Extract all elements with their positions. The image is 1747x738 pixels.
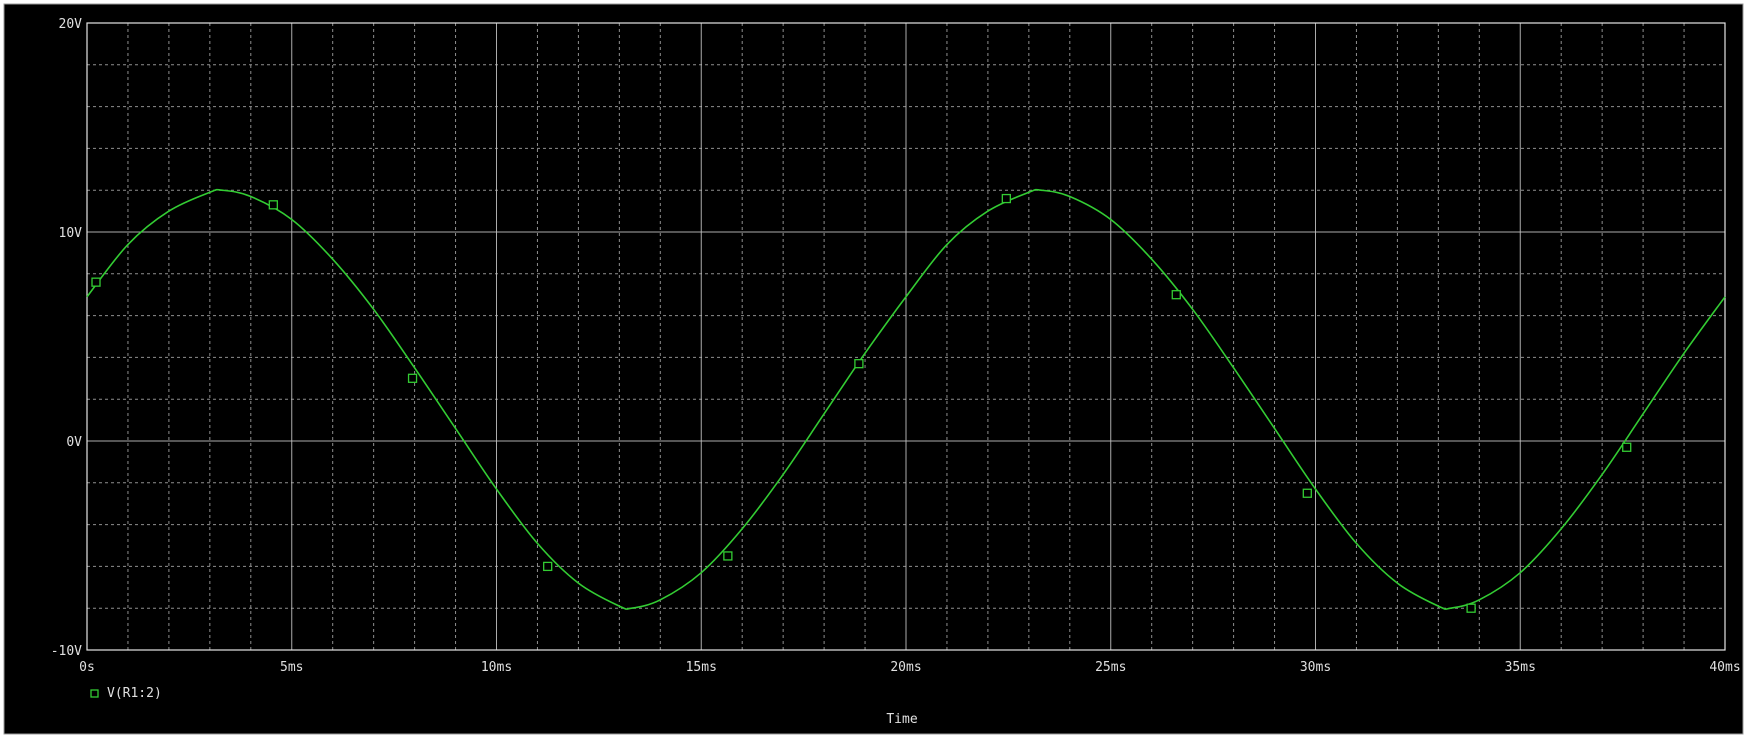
trace-marker: [1466, 603, 1476, 613]
trace-marker: [268, 200, 278, 210]
x-tick-label: 10ms: [481, 660, 512, 675]
x-tick-label: 20ms: [890, 660, 921, 675]
y-tick-label: 0V: [66, 435, 82, 450]
legend[interactable]: V(R1:2): [90, 686, 162, 701]
trace-marker: [1302, 488, 1312, 498]
trace-marker: [723, 551, 733, 561]
x-axis-label: Time: [886, 712, 917, 727]
x-tick-label: 35ms: [1505, 660, 1536, 675]
trace-marker: [91, 277, 101, 287]
x-tick-label: 25ms: [1095, 660, 1126, 675]
legend-label: V(R1:2): [107, 686, 162, 701]
trace-marker: [407, 373, 418, 383]
y-tick-label: -10V: [51, 644, 82, 659]
chart-background: [3, 3, 1744, 735]
x-tick-label: 40ms: [1709, 660, 1740, 675]
trace-marker: [854, 359, 864, 369]
grid: [86, 22, 1726, 651]
y-tick-label: 10V: [59, 226, 83, 241]
tick-labels: 0s 5ms 10ms 15ms 20ms 25ms 30ms 35ms 40ms -10V 0V 1…: [51, 17, 1741, 675]
y-tick-label: 20V: [59, 17, 83, 32]
x-tick-label: 15ms: [686, 660, 717, 675]
trace-markers: [91, 193, 1632, 613]
x-tick-label: 0s: [79, 660, 95, 675]
trace-v-r1-2: [86, 188, 1726, 610]
x-tick-label: 5ms: [280, 660, 303, 675]
plot-frame: [86, 22, 1726, 651]
trace-marker: [1171, 290, 1181, 300]
trace-marker: [1622, 442, 1632, 452]
trace-marker: [543, 561, 553, 572]
trace-marker: [1001, 193, 1011, 204]
legend-marker-icon: [90, 689, 99, 698]
x-tick-label: 30ms: [1300, 660, 1331, 675]
